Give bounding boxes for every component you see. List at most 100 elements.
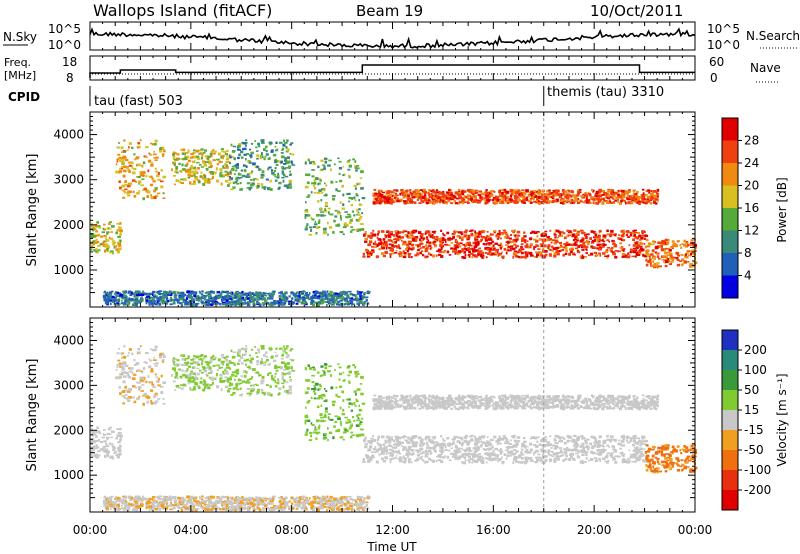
power-cell (555, 240, 559, 244)
power-cell (509, 194, 513, 197)
velocity-cell (282, 376, 284, 379)
velocity-cell (94, 440, 97, 443)
power-cell (252, 292, 255, 295)
velocity-cell (194, 374, 197, 377)
power-cell (434, 196, 438, 200)
power-echo-cells (90, 139, 698, 307)
power-cell (97, 249, 101, 252)
velocity-cell (186, 361, 190, 365)
power-cell (565, 246, 568, 250)
power-cell (501, 189, 506, 192)
power-cell (122, 151, 126, 153)
power-cell (150, 162, 154, 166)
power-cell (209, 303, 214, 306)
power-cell (457, 250, 462, 253)
power-cell (638, 235, 641, 237)
power-cell (604, 193, 608, 197)
power-cell (585, 233, 590, 236)
power-cell (246, 292, 250, 295)
velocity-cell (122, 380, 126, 384)
power-cell (145, 300, 150, 304)
power-cell (633, 249, 637, 252)
power-cell (433, 236, 436, 240)
velocity-cell (354, 404, 357, 407)
power-cell (499, 193, 502, 196)
power-cell (516, 230, 521, 234)
power-cell (531, 192, 535, 195)
power-cell (329, 290, 333, 294)
power-cell (467, 241, 471, 245)
power-cell (324, 293, 327, 297)
power-cell (444, 240, 447, 243)
power-cell (434, 230, 437, 233)
power-cell (606, 197, 611, 200)
power-cell (357, 228, 361, 232)
power-cell (184, 302, 189, 305)
power-cell (204, 163, 207, 166)
power-cell (288, 183, 292, 186)
power-cell (665, 257, 668, 261)
power-cell (525, 198, 528, 201)
power-cell (614, 192, 618, 195)
power-cell (609, 233, 613, 237)
power-cell (103, 291, 106, 294)
power-cell (637, 253, 641, 256)
power-cell (291, 297, 294, 300)
power-cell (348, 297, 352, 300)
power-cell (679, 260, 682, 262)
power-cell (636, 191, 639, 194)
power-cell (201, 293, 204, 296)
power-cell (211, 298, 215, 301)
power-cell (322, 189, 326, 192)
power-cell (225, 164, 228, 167)
power-cell (608, 189, 611, 193)
power-cell (571, 233, 576, 236)
power-cell (582, 201, 585, 204)
power-cell (380, 242, 384, 245)
power-cell (544, 201, 548, 204)
power-cell (586, 200, 591, 203)
power-cell (153, 151, 155, 153)
power-cell (416, 252, 419, 255)
velocity-cell (128, 352, 130, 355)
power-cell (620, 200, 623, 203)
velocity-cell (242, 348, 247, 351)
power-cell (487, 238, 491, 241)
power-cell (210, 150, 214, 154)
power-cell (596, 197, 600, 201)
power-cell (289, 303, 292, 307)
power-cell (376, 236, 379, 239)
power-cell (518, 194, 522, 197)
power-cell (317, 165, 320, 169)
power-cell (116, 158, 119, 161)
power-cell (539, 252, 543, 255)
power-cell (442, 250, 446, 254)
power-cell (482, 254, 485, 257)
power-cell (110, 237, 114, 241)
power-cell (335, 224, 338, 227)
power-cell (391, 201, 393, 205)
power-cell (153, 189, 156, 193)
power-cell (577, 192, 581, 194)
power-cell (529, 243, 533, 245)
power-cell (215, 297, 220, 300)
power-cell (393, 251, 398, 254)
power-cell (477, 200, 481, 204)
velocity-cell (145, 380, 148, 384)
power-cell (129, 294, 133, 297)
power-cell (271, 170, 273, 173)
power-cell (366, 251, 369, 254)
power-cell (364, 240, 368, 243)
power-cell (330, 213, 334, 216)
power-cell (358, 293, 363, 297)
power-cell (467, 194, 469, 198)
power-cell (90, 225, 95, 228)
nave-label: Nave (750, 61, 781, 75)
power-cell (588, 202, 593, 204)
power-cell (629, 201, 634, 205)
power-cell (227, 292, 229, 295)
power-cell (576, 239, 579, 242)
power-cell (137, 146, 139, 149)
power-cell (484, 251, 488, 254)
power-cell (280, 290, 283, 294)
